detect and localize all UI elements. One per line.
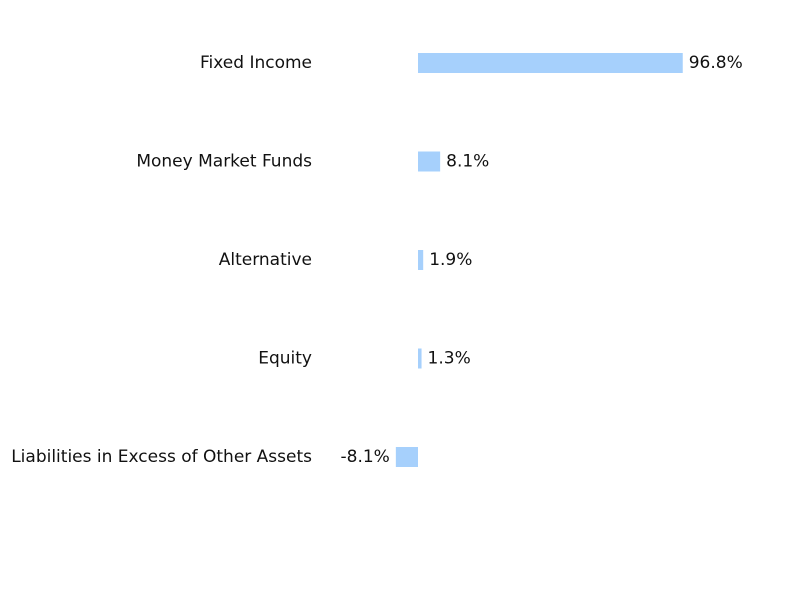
bar <box>418 250 424 270</box>
bar <box>418 53 683 73</box>
bars <box>395 53 683 467</box>
category-label: Liabilities in Excess of Other Assets <box>11 447 312 467</box>
value-labels: 96.8% 8.1% 1.9% 1.3% -8.1% <box>341 53 743 467</box>
category-label: Alternative <box>219 250 312 270</box>
bar <box>418 348 422 369</box>
category-labels: Fixed Income Money Market Funds Alternativ… <box>11 53 312 467</box>
category-label: Fixed Income <box>200 53 312 73</box>
value-label: -8.1% <box>341 447 390 467</box>
value-label: 8.1% <box>446 152 489 172</box>
value-label: 1.9% <box>429 250 472 270</box>
bar <box>395 447 418 467</box>
value-label: 96.8% <box>689 53 743 73</box>
value-label: 1.3% <box>428 349 471 369</box>
category-label: Equity <box>258 349 312 369</box>
category-label: Money Market Funds <box>136 152 312 172</box>
bar <box>418 151 441 172</box>
